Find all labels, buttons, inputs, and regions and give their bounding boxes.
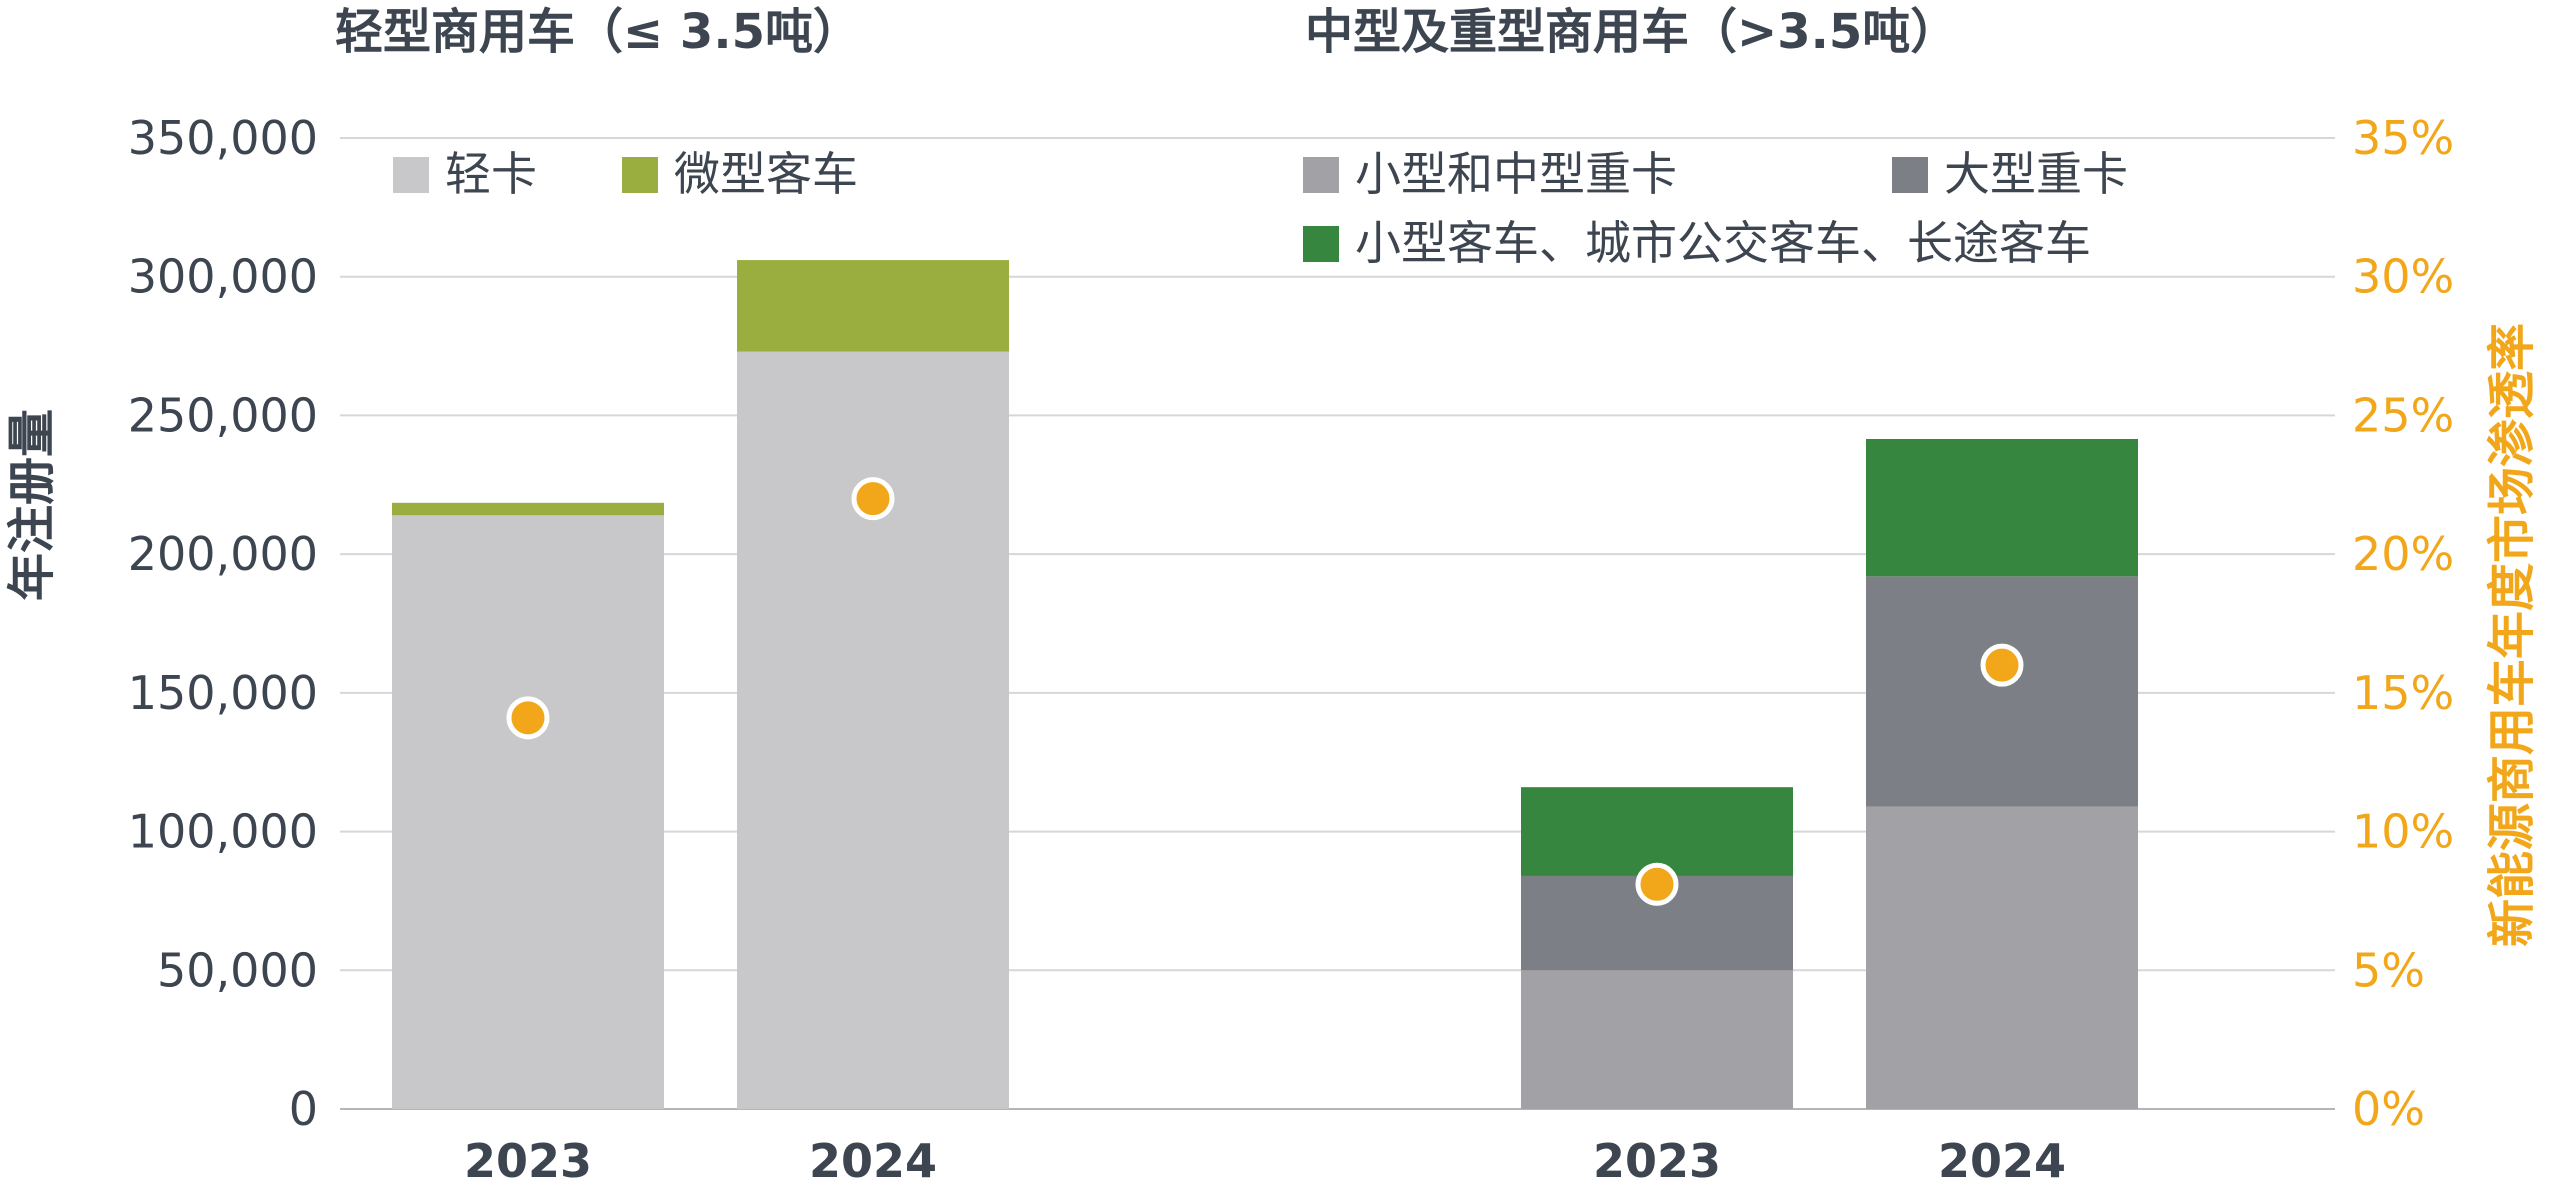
gridlines [340,137,2335,1110]
bar-segment [1866,576,2138,807]
y-tick-label: 300,000 [128,250,318,304]
y2-tick-label: 35% [2352,111,2454,165]
bar-segment [392,515,664,1109]
y2-tick-label: 30% [2352,250,2454,304]
bar-segment [392,502,664,516]
legend-swatch [622,157,658,193]
penetration-point [506,696,550,740]
y-tick-label: 200,000 [128,527,318,581]
y-tick-label: 0 [289,1082,318,1136]
bar-segment [1866,806,2138,1109]
y2-axis-title: 新能源商用车年度市场渗透率 [2484,323,2540,947]
legend-label: 小型客车、城市公交客车、长途客车 [1355,216,2091,270]
y2-tick-label: 0% [2352,1082,2425,1136]
x-tick-label: 2024 [809,1134,937,1188]
x-tick-label: 2023 [464,1134,592,1188]
bar-segment [1521,787,1793,876]
y-tick-label: 150,000 [128,666,318,720]
x-axis-ticks: 2023 2024 2023 2024 [464,1134,2066,1188]
bar-segment [1866,439,2138,577]
legend-swatch [1892,157,1928,193]
y-axis-ticks: 0 50,000 100,000 150,000 200,000 250,000 300,0… [128,111,318,1136]
y-tick-label: 50,000 [157,943,318,997]
right-panel-title: 中型及重型商用车（>3.5吨） [1305,4,1958,60]
legend-swatch [1303,157,1339,193]
bar-segment [737,260,1009,352]
y2-axis-ticks: 0% 5% 10% 15% 20% 25% 30% 35% [2352,111,2454,1136]
legend-swatch [1303,226,1339,262]
y-tick-label: 350,000 [128,111,318,165]
legend-label: 微型客车 [674,147,858,201]
y2-tick-label: 10% [2352,805,2454,859]
legend-label: 轻卡 [445,147,537,201]
left-panel-title: 轻型商用车（≤ 3.5吨） [335,4,861,60]
y2-tick-label: 25% [2352,388,2454,442]
bars-layer [392,260,2138,1109]
legend-label: 大型重卡 [1944,147,2128,201]
y-tick-label: 100,000 [128,805,318,859]
y-axis-title: 年注册量 [4,409,60,601]
y2-tick-label: 15% [2352,666,2454,720]
y-tick-label: 250,000 [128,388,318,442]
bar-segment [1521,970,1793,1109]
legend-label: 小型和中型重卡 [1355,147,1677,201]
penetration-markers [506,477,2024,906]
penetration-point [1980,643,2024,687]
x-tick-label: 2023 [1593,1134,1721,1188]
bar-segment [737,351,1009,1109]
penetration-point [1635,862,1679,906]
legend-swatch [393,157,429,193]
x-tick-label: 2024 [1938,1134,2066,1188]
y2-tick-label: 20% [2352,527,2454,581]
y2-tick-label: 5% [2352,943,2425,997]
penetration-point [851,477,895,521]
